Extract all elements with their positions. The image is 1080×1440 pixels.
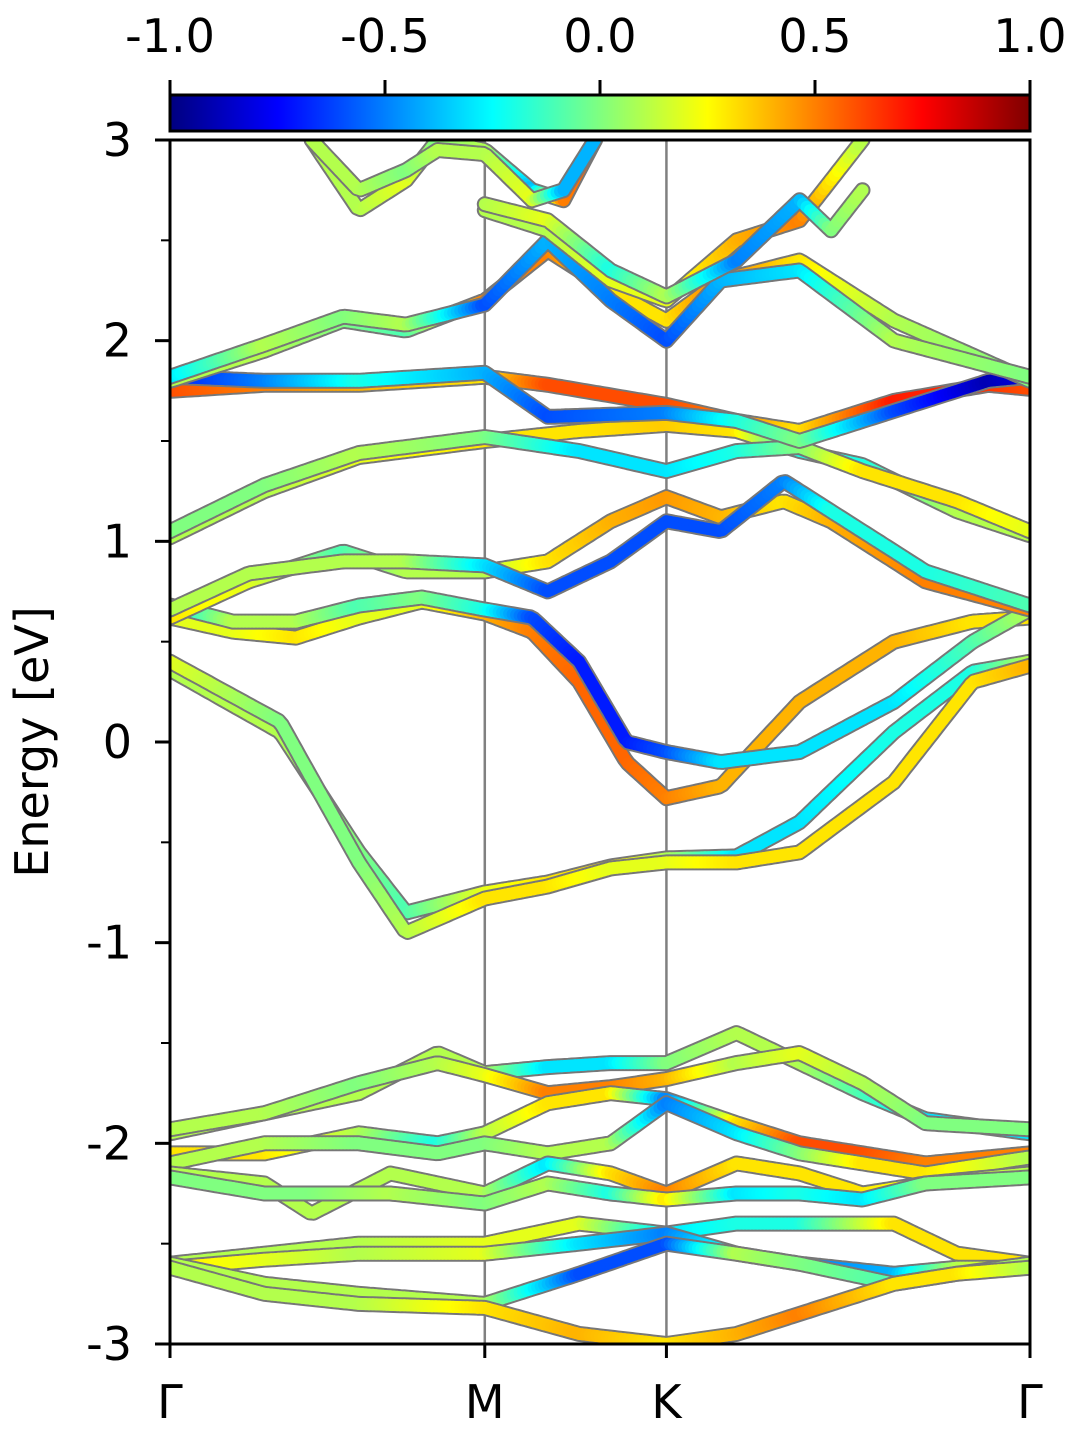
- colorbar-tick-label: 0.0: [563, 9, 636, 63]
- band-5: [170, 474, 1030, 618]
- band-9: [170, 364, 1030, 449]
- band-15: [303, 140, 603, 209]
- band-13: [476, 182, 871, 305]
- colorbar-tick-label: -0.5: [340, 9, 430, 63]
- band-segment: [853, 184, 869, 201]
- band-lines: [170, 140, 1030, 1344]
- colorbar-tick-label: 0.5: [778, 9, 851, 63]
- band-3: [170, 589, 1030, 770]
- colorbar-gradient: [168, 93, 1032, 133]
- band-1: [170, 653, 1030, 940]
- band-7: [170, 429, 1030, 540]
- band-outline: [170, 474, 1030, 618]
- colorbar-tick-label: -1.0: [125, 9, 215, 63]
- band-11: [170, 232, 1030, 385]
- colorbar-tick-label: 1.0: [993, 9, 1066, 63]
- colorbar-ticks: -1.0 -0.5 0.0 0.5 1.0: [125, 9, 1067, 95]
- colorbar: -1.0 -0.5 0.0 0.5 1.0: [125, 9, 1067, 133]
